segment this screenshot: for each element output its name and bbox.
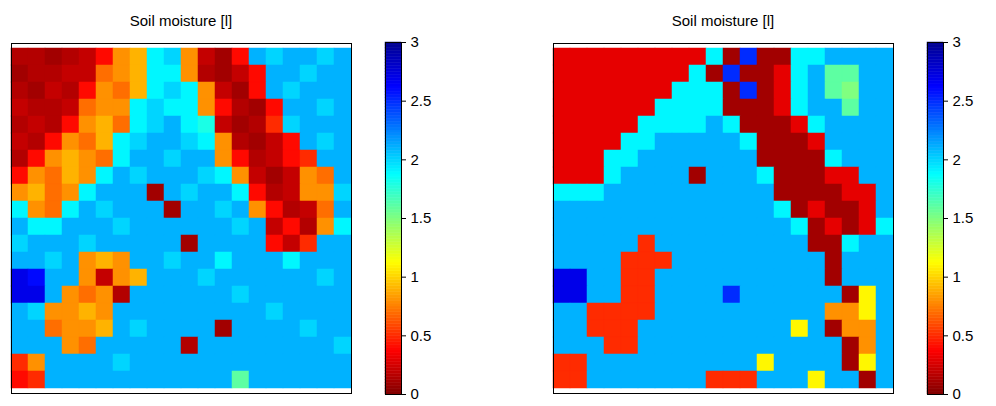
html-text:Soil moisture [l]: Soil moisture [l] (129, 12, 233, 29)
svg-text:0: 0 (953, 385, 961, 402)
svg-text:3: 3 (953, 34, 961, 50)
svg-text:0.5: 0.5 (953, 327, 974, 344)
svg-text:2.5: 2.5 (411, 92, 432, 109)
svg-text:1.5: 1.5 (953, 209, 974, 226)
svg-text:1: 1 (411, 268, 419, 285)
svg-text:0.5: 0.5 (411, 327, 432, 344)
svg-text:2: 2 (953, 151, 961, 168)
svg-text:3: 3 (411, 34, 419, 50)
svg-text:2: 2 (411, 151, 419, 168)
svg-text:2.5: 2.5 (953, 92, 974, 109)
html-text:Soil moisture [l]: Soil moisture [l] (671, 12, 775, 29)
svg-text:1: 1 (953, 268, 961, 285)
svg-text:0: 0 (411, 385, 419, 402)
svg-text:1.5: 1.5 (411, 209, 432, 226)
